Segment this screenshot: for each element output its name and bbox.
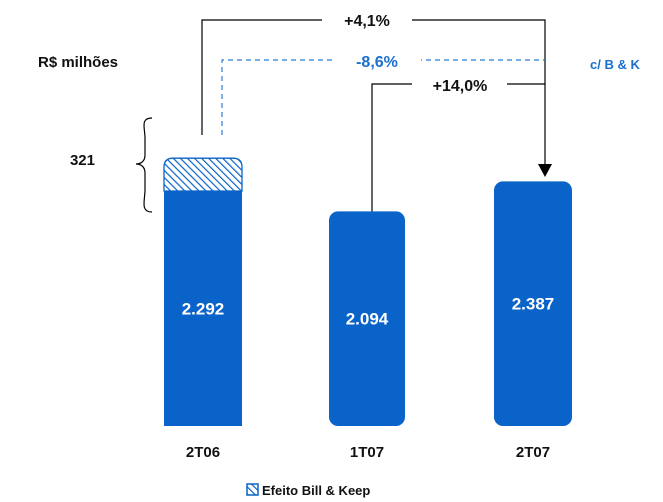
legend: Efeito Bill & Keep <box>246 483 370 498</box>
category-label-1T07: 1T07 <box>350 444 384 461</box>
connector-arrowhead <box>538 164 552 177</box>
category-label-2T06: 2T06 <box>186 444 220 461</box>
bar-value-label-2T07: 2.387 <box>512 295 555 314</box>
legend-label: Efeito Bill & Keep <box>262 483 370 498</box>
label-bg-4-1 <box>322 9 412 31</box>
label-bg-8-6 <box>333 50 421 72</box>
bar-value-label-1T07: 2.094 <box>346 310 389 329</box>
label-growth-14-0: +14,0% <box>433 78 488 95</box>
bar-bill-keep-2T06 <box>163 157 243 192</box>
bars-group: 321 2.292 2T06 2.094 1T07 2.387 2T07 <box>70 152 572 461</box>
connector-8-6 <box>221 59 545 135</box>
bar-value-label-2T06: 2.292 <box>182 300 225 319</box>
label-growth-8-6: -8,6% <box>356 54 398 71</box>
bar-2T06 <box>164 191 242 426</box>
brace-321 <box>135 117 153 213</box>
bar-2T07 <box>494 181 572 426</box>
legend-swatch <box>246 483 259 496</box>
bar-1T07 <box>329 211 405 426</box>
bar-bill-keep-label: 321 <box>70 152 95 169</box>
unit-label: R$ milhões <box>38 54 118 71</box>
category-label-2T07: 2T07 <box>516 444 550 461</box>
label-ex-bk: c/ B & K <box>590 57 640 72</box>
label-growth-4-1: +4,1% <box>344 13 390 30</box>
label-bg-14-0 <box>412 74 507 96</box>
